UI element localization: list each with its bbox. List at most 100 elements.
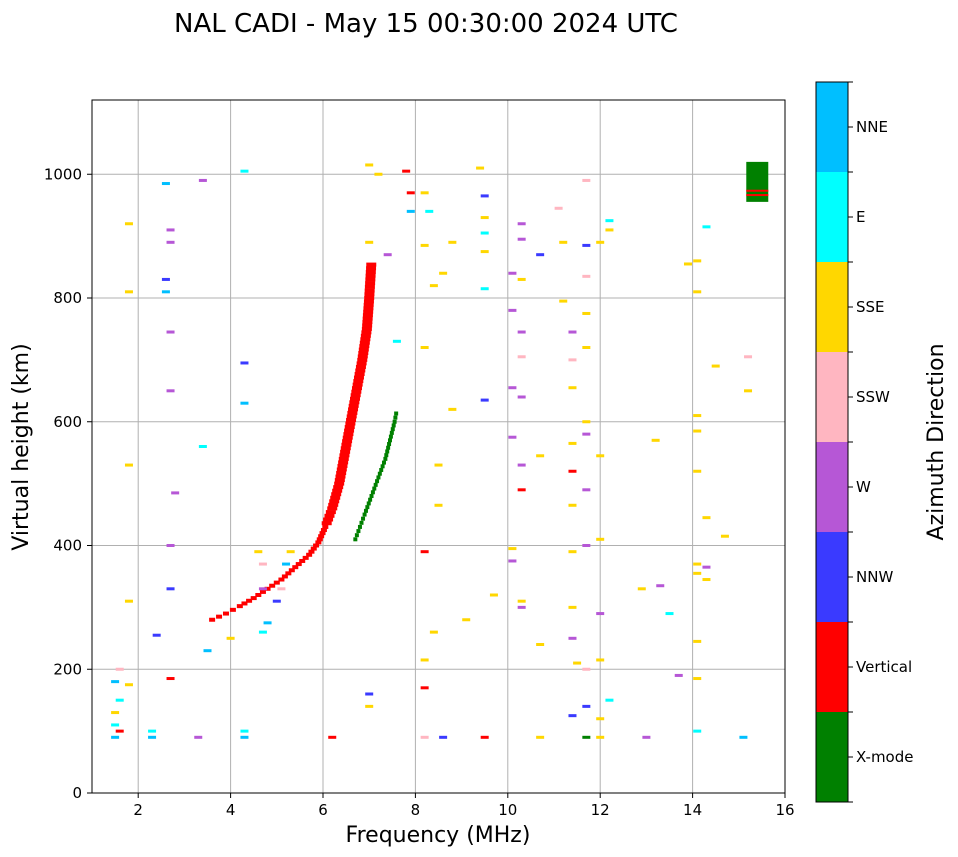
echo-point [683, 262, 692, 266]
echo-point [254, 550, 263, 554]
vertical-trace-point [337, 463, 348, 468]
echo-point [693, 259, 702, 263]
colorbar-segment-ssw [816, 352, 848, 442]
echo-point [568, 441, 577, 445]
y-tick-label: 400 [53, 537, 82, 555]
vertical-trace-point [363, 302, 374, 307]
vertical-trace-point [365, 273, 376, 278]
echo-point [282, 562, 291, 566]
vertical-trace-point [332, 488, 343, 493]
vertical-trace-point [344, 428, 355, 433]
echo-point [596, 735, 605, 739]
xmode-trace-point [386, 445, 391, 450]
vertical-trace-point [345, 421, 356, 426]
echo-point [198, 445, 207, 448]
x-axis-ticks: 2 4 6 8 10 12 14 16 [133, 793, 795, 819]
colorbar-tick-label: SSW [856, 388, 890, 406]
echo-point [568, 386, 577, 390]
echo-point [263, 621, 272, 625]
echo-point [240, 735, 249, 739]
xmode-trace-point [362, 512, 367, 517]
vertical-trace-point [250, 596, 257, 601]
echo-point [240, 729, 249, 733]
echo-point [693, 562, 702, 566]
echo-point [573, 661, 582, 665]
vertical-trace-point [325, 510, 336, 515]
vertical-trace-point [322, 524, 329, 529]
echo-point [536, 735, 545, 739]
y-tick-label: 0 [72, 784, 82, 802]
xmode-trace-point [388, 434, 393, 439]
echo-point [383, 253, 392, 257]
echo-point [744, 355, 753, 359]
vertical-trace-point [339, 453, 350, 458]
echo-point [693, 639, 702, 643]
echo-point [420, 686, 429, 690]
marker-stripe [746, 194, 769, 197]
xmode-trace-point [387, 438, 392, 443]
vertical-trace-point [342, 435, 353, 440]
vertical-trace-point [246, 598, 253, 603]
echo-point [286, 550, 295, 554]
echo-point [517, 222, 526, 226]
echo-point [693, 677, 702, 681]
echo-point [582, 274, 591, 278]
echo-point [582, 667, 591, 671]
colorbar-tick-label: X-mode [856, 748, 913, 766]
echo-point [596, 658, 605, 662]
vertical-trace-point [295, 562, 302, 567]
echo-point [702, 225, 711, 229]
echo-point [365, 692, 374, 696]
colorbar-tick-label: W [856, 478, 871, 496]
vertical-trace-point [318, 534, 325, 539]
vertical-trace-point [236, 604, 243, 609]
echo-point [365, 240, 374, 244]
colorbar-segment-vertical [816, 622, 848, 712]
echo-point [429, 284, 438, 288]
echo-point [448, 240, 457, 244]
vertical-trace-point [327, 506, 338, 511]
vertical-trace-point [349, 400, 360, 405]
vertical-trace-point [357, 357, 368, 362]
echo-point [462, 618, 471, 622]
vertical-trace-point [361, 330, 372, 335]
echo-point [124, 599, 133, 603]
vertical-trace-point [324, 513, 335, 518]
colorbar-tick-label: E [856, 208, 865, 226]
vertical-trace-point [356, 361, 367, 366]
echo-point [674, 673, 683, 677]
vertical-trace-point [365, 281, 376, 286]
echo-point [582, 704, 591, 708]
echo-point [161, 290, 170, 294]
vertical-trace-point [358, 347, 369, 352]
echo-point [582, 735, 591, 739]
echo-point [554, 206, 563, 210]
xmode-trace-point [363, 508, 368, 513]
vertical-trace-point [288, 568, 295, 573]
echo-point [582, 311, 591, 315]
echo-point [439, 735, 448, 739]
vertical-trace-point [329, 499, 340, 504]
echo-point [582, 420, 591, 424]
vertical-trace-point [363, 299, 374, 304]
vertical-trace-point [365, 270, 376, 275]
vertical-trace-point [320, 528, 327, 533]
echo-point [166, 330, 175, 334]
echo-point [568, 503, 577, 507]
vertical-trace-point [353, 379, 364, 384]
vertical-trace-point [365, 277, 376, 282]
echo-point [374, 172, 383, 176]
echo-point [637, 587, 646, 591]
xmode-trace-point [361, 516, 366, 521]
echo-point [272, 599, 281, 603]
echo-point [439, 271, 448, 275]
echo-point [111, 735, 120, 739]
x-tick-label: 14 [683, 801, 702, 819]
vertical-trace-point [342, 439, 353, 444]
vertical-trace-point [335, 474, 346, 479]
echo-point [517, 237, 526, 241]
colorbar-segment-nne [816, 82, 848, 172]
vertical-trace-point [229, 607, 236, 612]
echo-point [480, 398, 489, 402]
